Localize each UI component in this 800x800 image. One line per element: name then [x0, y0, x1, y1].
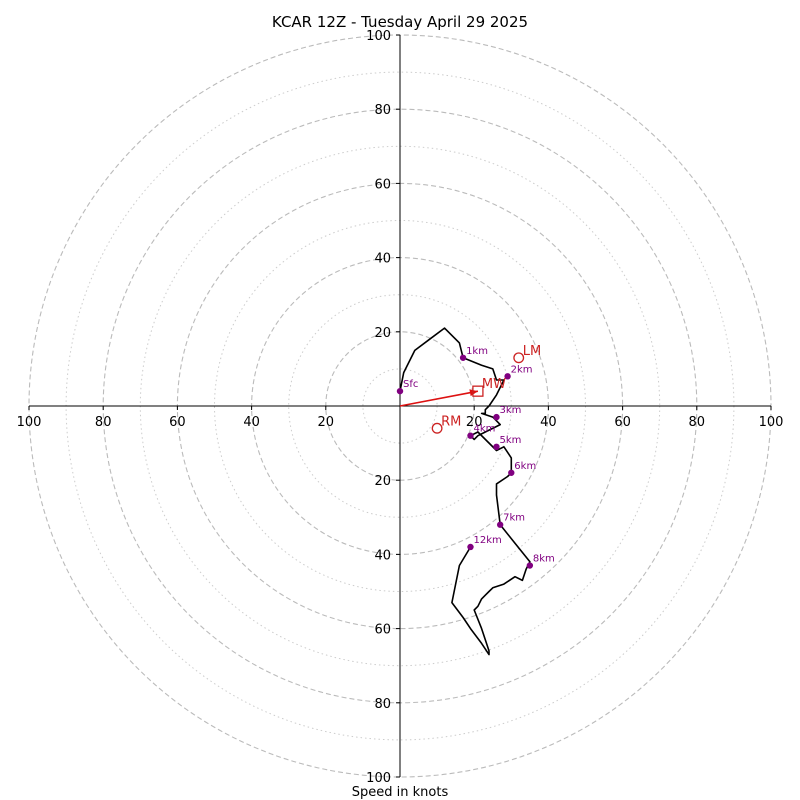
height-marker-2km — [504, 373, 511, 380]
y-tick-label: 60 — [374, 177, 391, 192]
height-label-12km: 12km — [473, 535, 501, 546]
height-markers: Sfc 1km 2km 3km 4km 5km 6km 7km 8km 12km — [396, 346, 555, 569]
x-tick-label: 20 — [466, 415, 483, 430]
height-marker-3km — [493, 413, 500, 421]
x-axis-label: Speed in knots — [352, 785, 449, 800]
y-tick-label: 80 — [374, 697, 391, 712]
shear-arrow-head — [469, 389, 478, 397]
x-tick-label: 60 — [169, 415, 186, 430]
height-marker-7km — [496, 521, 504, 528]
x-tick-label: 100 — [759, 415, 784, 430]
y-tick-label: 40 — [374, 252, 391, 267]
height-marker-6km — [508, 469, 515, 476]
mw-marker — [472, 385, 484, 397]
storm-motion-markers: MW RM LM — [431, 344, 541, 434]
y-tick-label: 100 — [366, 29, 391, 44]
y-tick-label: 80 — [374, 103, 391, 118]
height-marker-4km — [467, 432, 474, 439]
x-tick-label: 100 — [17, 415, 42, 430]
x-tick-label: 40 — [540, 415, 557, 430]
rm-marker — [431, 422, 443, 434]
height-label-3km: 3km — [499, 405, 521, 416]
height-marker-5km — [493, 443, 500, 451]
x-tick-label: 40 — [243, 415, 260, 430]
x-tick-label: 60 — [614, 415, 631, 430]
height-label-5km: 5km — [499, 435, 521, 446]
rm-label: RM — [441, 414, 461, 429]
y-tick-label: 100 — [366, 771, 391, 786]
height-marker-8km — [526, 562, 534, 569]
y-tick-label: 20 — [374, 474, 391, 489]
hodograph-trace — [399, 327, 531, 656]
lm-marker — [513, 352, 525, 364]
height-label-1km: 1km — [466, 346, 488, 357]
height-marker-sfc — [396, 387, 404, 395]
tick-labels: 100 80 60 40 20 20 40 60 80 100 100 80 60 40 20 20 40 60 8… — [17, 29, 784, 786]
lm-label: LM — [523, 344, 541, 359]
x-tick-label: 80 — [689, 415, 706, 430]
height-marker-1km — [459, 354, 467, 361]
height-label-4km: 4km — [473, 424, 495, 435]
x-tick-label: 80 — [95, 415, 112, 430]
chart-title: KCAR 12Z - Tuesday April 29 2025 — [272, 13, 528, 31]
x-tick-label: 20 — [318, 415, 335, 430]
height-label-8km: 8km — [533, 554, 555, 565]
hodograph-line — [399, 327, 531, 656]
mw-label: MW — [482, 377, 506, 392]
height-marker-12km — [467, 543, 474, 551]
y-tick-label: 40 — [374, 548, 391, 563]
height-label-6km: 6km — [514, 461, 536, 472]
height-label-7km: 7km — [503, 513, 525, 524]
y-tick-label: 60 — [374, 623, 391, 638]
height-label-sfc: Sfc — [403, 379, 418, 390]
height-label-2km: 2km — [511, 364, 533, 375]
shear-vector — [399, 389, 479, 407]
shear-arrow-line — [399, 390, 479, 407]
y-tick-label: 20 — [374, 326, 391, 341]
